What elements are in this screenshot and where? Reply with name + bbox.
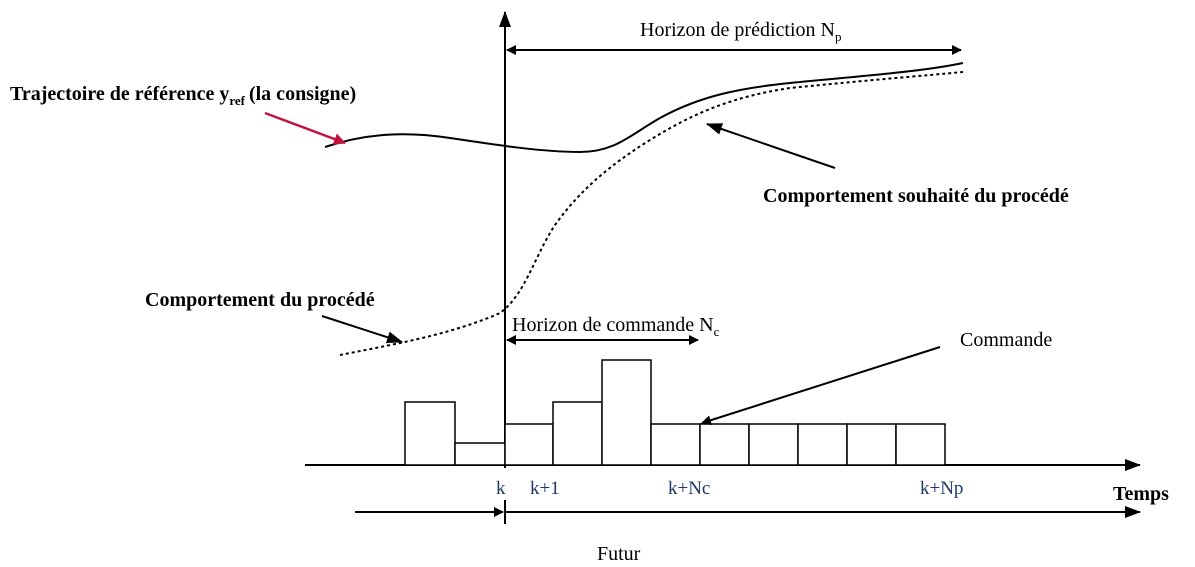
bar bbox=[650, 423, 701, 466]
future-label: Futur bbox=[597, 543, 641, 565]
time-label: Temps bbox=[1113, 483, 1169, 505]
prediction-horizon-label: Horizon de prédiction Np bbox=[640, 19, 841, 44]
desired-behaviour-arrow bbox=[706, 123, 836, 169]
reference-label: Trajectoire de référence yref (la consign… bbox=[10, 83, 356, 108]
bar bbox=[846, 423, 897, 466]
tick-label: k bbox=[496, 478, 506, 499]
tick-label: k+Nc bbox=[668, 478, 710, 499]
reference-arrow bbox=[264, 111, 346, 145]
bar bbox=[552, 401, 603, 466]
tick-label: k+1 bbox=[530, 478, 560, 499]
process-behaviour-label: Comportement du procédé bbox=[145, 289, 375, 311]
control-horizon-label: Horizon de commande Nc bbox=[512, 314, 720, 339]
bar bbox=[895, 423, 946, 466]
bar bbox=[797, 423, 848, 466]
control-label: Commande bbox=[960, 329, 1052, 351]
process-behaviour-curve bbox=[339, 71, 964, 356]
label-text: Horizon de commande N bbox=[512, 314, 714, 336]
bar bbox=[601, 359, 652, 466]
label-after: (la consigne) bbox=[249, 83, 356, 105]
bar bbox=[748, 423, 799, 466]
control-bars bbox=[404, 359, 946, 466]
bar bbox=[404, 401, 456, 466]
label-text: Horizon de prédiction N bbox=[640, 19, 835, 41]
label-sub: ref bbox=[229, 93, 245, 108]
label-sub: c bbox=[714, 324, 720, 339]
bar bbox=[504, 423, 554, 466]
process-behaviour-arrow bbox=[321, 315, 403, 344]
bar bbox=[699, 423, 750, 466]
label-sub: p bbox=[835, 29, 842, 44]
bar bbox=[454, 442, 506, 466]
reference-trajectory bbox=[324, 62, 964, 154]
control-arrow bbox=[701, 346, 941, 426]
tick-label: k+Np bbox=[920, 478, 963, 499]
label-text: Trajectoire de référence y bbox=[10, 83, 229, 105]
desired-behaviour-label: Comportement souhaité du procédé bbox=[763, 185, 1069, 207]
